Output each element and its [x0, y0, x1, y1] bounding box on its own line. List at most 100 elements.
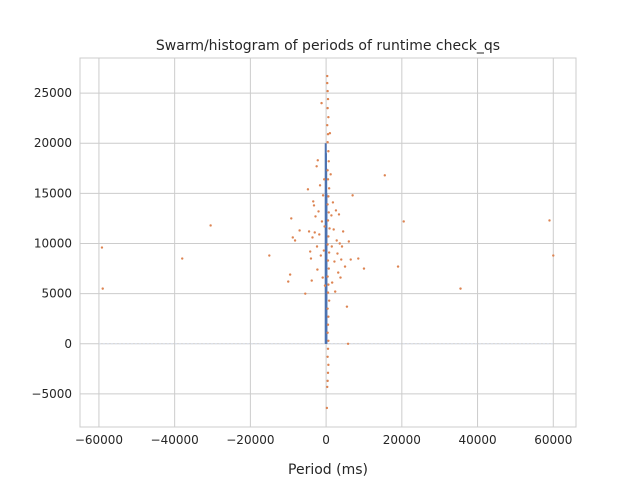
swarm-point	[349, 258, 352, 261]
swarm-point	[268, 254, 271, 257]
y-tick-label: 0	[64, 337, 72, 351]
swarm-point	[326, 169, 329, 172]
swarm-point	[326, 106, 329, 110]
swarm-point	[328, 227, 331, 230]
swarm-point	[309, 250, 312, 253]
swarm-point	[327, 195, 330, 198]
y-tick-label: 10000	[34, 237, 72, 251]
swarm-point	[288, 273, 292, 276]
swarm-point	[326, 133, 330, 136]
y-tick-label: −5000	[31, 387, 72, 401]
swarm-point	[331, 201, 335, 204]
chart-title: Swarm/histogram of periods of runtime ch…	[156, 38, 500, 54]
swarm-point	[291, 236, 294, 239]
swarm-point	[327, 187, 331, 190]
swarm-point	[335, 239, 338, 242]
swarm-point	[337, 271, 340, 274]
swarm-point	[326, 89, 329, 93]
swarm-point	[322, 249, 326, 252]
swarm-point	[327, 160, 330, 163]
plot-frame	[79, 57, 577, 428]
swarm-point	[326, 243, 329, 246]
x-tick-label: −40000	[151, 433, 199, 447]
swarm-point	[311, 236, 314, 239]
swarm-point	[318, 233, 321, 236]
swarm-point	[327, 211, 330, 214]
x-tick-label: 60000	[534, 433, 572, 447]
swarm-point	[101, 287, 104, 290]
swarm-point	[341, 230, 345, 233]
swarm-point	[346, 342, 350, 345]
swarm-point	[552, 254, 555, 257]
swarm-point	[326, 259, 330, 262]
swarm-point	[327, 115, 330, 119]
swarm-point	[325, 406, 329, 410]
swarm-point	[327, 363, 330, 367]
swarm-point	[340, 258, 343, 261]
swarm-point	[336, 252, 339, 255]
swarm-point	[339, 276, 342, 279]
swarm-point	[323, 225, 326, 228]
swarm-point	[293, 239, 297, 242]
swarm-point	[326, 291, 330, 294]
swarm-point	[326, 97, 330, 101]
swarm-point	[326, 203, 329, 206]
y-tick-label: 15000	[34, 186, 72, 200]
x-axis-label: Period (ms)	[288, 462, 368, 478]
swarm-point	[330, 214, 333, 217]
swarm-point	[332, 228, 335, 231]
swarm-point	[402, 220, 405, 223]
swarm-point	[326, 385, 329, 389]
swarm-point	[313, 231, 316, 234]
swarm-point	[326, 307, 329, 310]
y-axis-ticks: −5000 0 5000 10000 15000 20000 25000	[31, 86, 72, 401]
swarm-point	[323, 178, 326, 181]
x-tick-label: −60000	[75, 433, 123, 447]
swarm-point	[320, 220, 324, 223]
swarm-points	[100, 74, 555, 410]
swarm-point	[327, 150, 330, 153]
swarm-point	[304, 292, 307, 295]
x-tick-label: 0	[322, 433, 330, 447]
swarm-point	[333, 260, 336, 263]
swarm-point	[343, 265, 347, 268]
swarm-point	[329, 173, 332, 176]
swarm-point	[326, 219, 330, 222]
swarm-point	[328, 132, 332, 135]
histogram-bars	[324, 143, 328, 344]
swarm-point	[357, 257, 360, 260]
histogram-bar	[325, 193, 328, 344]
swarm-point	[321, 276, 324, 279]
swarm-point	[330, 281, 334, 284]
swarm-point	[459, 287, 462, 290]
swarm-point	[310, 279, 313, 282]
swarm-point	[333, 290, 337, 293]
swarm-point	[327, 267, 330, 270]
swarm-point	[362, 267, 366, 270]
swarm-point	[100, 246, 104, 249]
swarm-point	[319, 254, 323, 257]
swarm-point	[290, 217, 293, 220]
swarm-point	[326, 331, 329, 334]
swarm-point	[326, 355, 329, 359]
swarm-point	[327, 315, 330, 318]
swarm-point	[326, 81, 329, 85]
swarm-point	[326, 371, 330, 375]
swarm-point	[316, 268, 319, 271]
swarm-point	[309, 257, 313, 260]
swarm-point	[181, 257, 184, 260]
swarm-point	[315, 245, 319, 248]
swarm-point	[347, 240, 351, 243]
swarm-point	[326, 123, 329, 127]
x-axis-ticks: −60000 −40000 −20000 0 20000 40000 60000	[75, 433, 573, 447]
swarm-point	[315, 165, 318, 168]
swarm-point	[298, 229, 301, 232]
swarm-point	[312, 204, 316, 207]
swarm-point	[326, 275, 329, 278]
swarm-point	[340, 245, 344, 248]
swarm-point	[326, 379, 329, 383]
swarm-point	[314, 215, 317, 218]
swarm-point	[337, 213, 341, 216]
swarm-point	[320, 101, 323, 105]
swarm-point	[345, 305, 349, 308]
